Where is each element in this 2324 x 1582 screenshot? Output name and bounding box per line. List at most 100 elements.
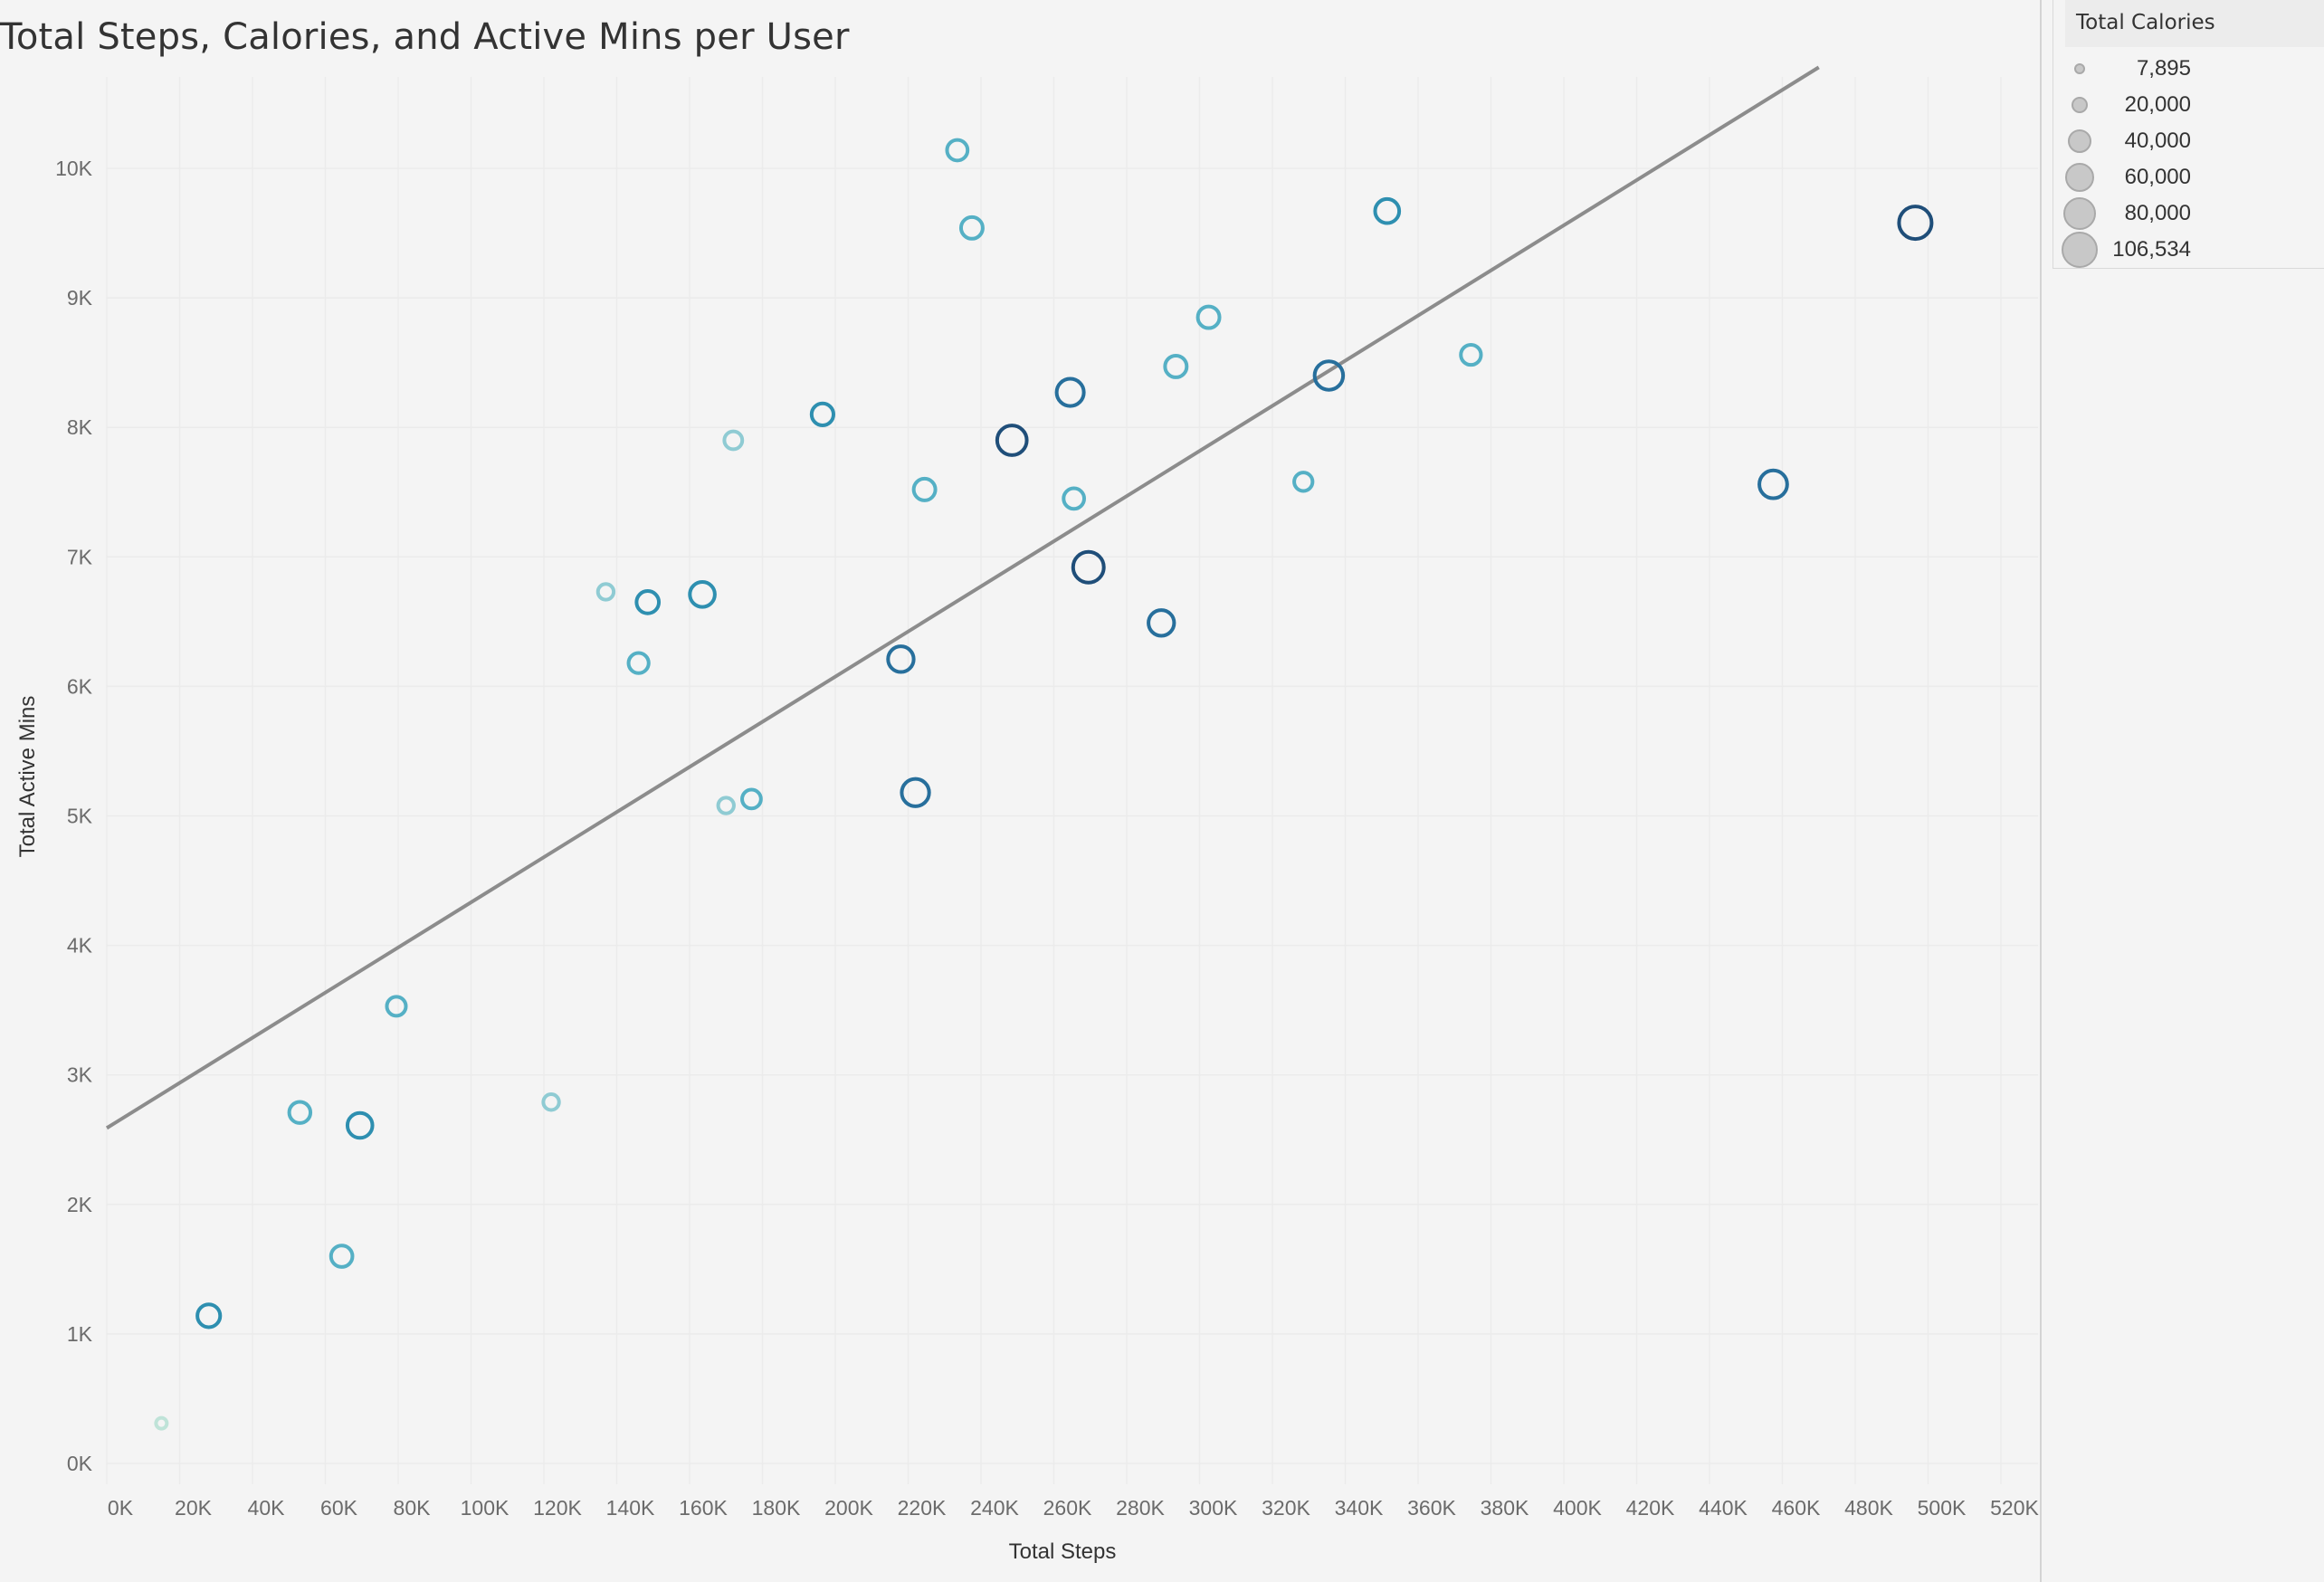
x-tick-label: 280K (1116, 1496, 1165, 1520)
x-tick-label: 20K (175, 1496, 213, 1520)
x-axis-title: Total Steps (1009, 1539, 1117, 1564)
legend-size-swatch (2074, 63, 2085, 74)
panel-divider (2040, 0, 2042, 1582)
data-point[interactable] (1054, 376, 1086, 408)
legend-item: 80,000 (2053, 195, 2324, 232)
x-tick-label: 180K (752, 1496, 801, 1520)
grid-layer (106, 77, 2038, 1484)
data-point[interactable] (809, 401, 836, 427)
data-point[interactable] (541, 1092, 561, 1112)
x-tick-label: 420K (1626, 1496, 1675, 1520)
points-layer (154, 138, 1934, 1431)
data-point[interactable] (1757, 468, 1789, 500)
data-point[interactable] (345, 1110, 375, 1140)
data-point[interactable] (958, 214, 985, 241)
legend-item: 60,000 (2053, 159, 2324, 195)
data-point[interactable] (154, 1415, 169, 1431)
x-tick-label: 480K (1844, 1496, 1893, 1520)
x-tick-label: 440K (1699, 1496, 1748, 1520)
data-point[interactable] (995, 424, 1029, 457)
legend-size-swatch (2068, 129, 2091, 153)
data-point[interactable] (1373, 196, 1402, 225)
data-point[interactable] (195, 1302, 223, 1329)
x-tick-label: 140K (606, 1496, 655, 1520)
data-point[interactable] (626, 651, 651, 675)
legend-item: 20,000 (2053, 87, 2324, 123)
data-point[interactable] (385, 995, 408, 1018)
y-tick-label: 4K (67, 934, 93, 958)
legend-size-swatch (2063, 197, 2096, 230)
size-legend: Total Calories 7,895 20,000 40,000 60,000 80… (2053, 0, 2324, 269)
x-tick-label: 40K (248, 1496, 286, 1520)
data-point[interactable] (1071, 549, 1106, 585)
x-tick-label: 320K (1262, 1496, 1310, 1520)
x-tick-label: 520K (1990, 1496, 2039, 1520)
x-tick-label: 0K (108, 1496, 134, 1520)
y-tick-label: 9K (67, 286, 93, 310)
x-tick-labels: 0K 20K 40K 60K 80K 100K 120K 140K 160K 180K 200K 22… (108, 1496, 2040, 1520)
y-tick-label: 7K (67, 545, 93, 568)
data-point[interactable] (900, 777, 931, 808)
legend-size-swatch (2072, 97, 2088, 113)
data-point[interactable] (595, 582, 616, 602)
legend-item: 106,534 (2053, 232, 2324, 268)
data-point[interactable] (722, 429, 745, 452)
scatter-plot: 0K 20K 40K 60K 80K 100K 120K 140K 160K 180K 200K 22… (15, 65, 2040, 1564)
data-point[interactable] (329, 1244, 355, 1269)
x-tick-label: 100K (461, 1496, 510, 1520)
chart-title: Total Steps, Calories, and Active Mins p… (0, 16, 850, 58)
data-point[interactable] (1163, 353, 1189, 379)
x-tick-label: 160K (679, 1496, 728, 1520)
x-tick-label: 460K (1772, 1496, 1821, 1520)
data-point[interactable] (287, 1100, 313, 1125)
legend-title: Total Calories (2065, 0, 2324, 47)
data-point[interactable] (1062, 486, 1087, 511)
data-point[interactable] (716, 796, 736, 815)
data-point[interactable] (1312, 359, 1346, 392)
x-tick-label: 80K (394, 1496, 432, 1520)
y-tick-label: 2K (67, 1193, 93, 1216)
x-tick-label: 380K (1481, 1496, 1529, 1520)
y-tick-label: 3K (67, 1063, 93, 1087)
trend-layer (105, 65, 1820, 1130)
y-tick-label: 10K (55, 157, 93, 180)
data-point[interactable] (688, 580, 717, 609)
data-point[interactable] (911, 476, 938, 502)
legend-size-label: 60,000 (2124, 165, 2191, 189)
trend-line (105, 65, 1820, 1130)
x-tick-label: 260K (1043, 1496, 1092, 1520)
y-tick-label: 6K (67, 674, 93, 698)
data-point[interactable] (945, 138, 970, 163)
data-point[interactable] (1897, 205, 1934, 242)
legend-size-label: 80,000 (2124, 201, 2191, 225)
y-tick-label: 5K (67, 805, 93, 828)
y-tick-label: 0K (67, 1452, 93, 1475)
data-point[interactable] (740, 787, 763, 811)
legend-size-label: 7,895 (2136, 56, 2191, 81)
x-tick-label: 220K (898, 1496, 947, 1520)
y-tick-labels: 0K 1K 2K 3K 4K 5K 6K 7K 8K 9K 10K (55, 157, 93, 1475)
x-tick-label: 240K (970, 1496, 1019, 1520)
data-point[interactable] (1147, 608, 1176, 638)
x-tick-label: 340K (1335, 1496, 1384, 1520)
y-tick-label: 8K (67, 415, 93, 439)
x-tick-label: 300K (1189, 1496, 1238, 1520)
legend-size-label: 20,000 (2124, 92, 2191, 117)
legend-item: 40,000 (2053, 123, 2324, 159)
data-point[interactable] (1195, 304, 1222, 330)
x-tick-label: 120K (533, 1496, 582, 1520)
x-tick-label: 500K (1918, 1496, 1967, 1520)
legend-size-swatch (2062, 232, 2098, 268)
data-point[interactable] (1292, 471, 1315, 493)
data-point[interactable] (634, 589, 662, 615)
legend-item: 7,895 (2053, 51, 2324, 87)
x-tick-label: 360K (1407, 1496, 1456, 1520)
y-tick-label: 1K (67, 1322, 93, 1346)
x-tick-label: 400K (1553, 1496, 1602, 1520)
data-point[interactable] (886, 644, 916, 674)
x-tick-label: 200K (824, 1496, 873, 1520)
legend-size-swatch (2065, 163, 2094, 192)
x-tick-label: 60K (320, 1496, 358, 1520)
data-point[interactable] (1459, 342, 1483, 367)
y-axis-title: Total Active Mins (15, 696, 40, 858)
